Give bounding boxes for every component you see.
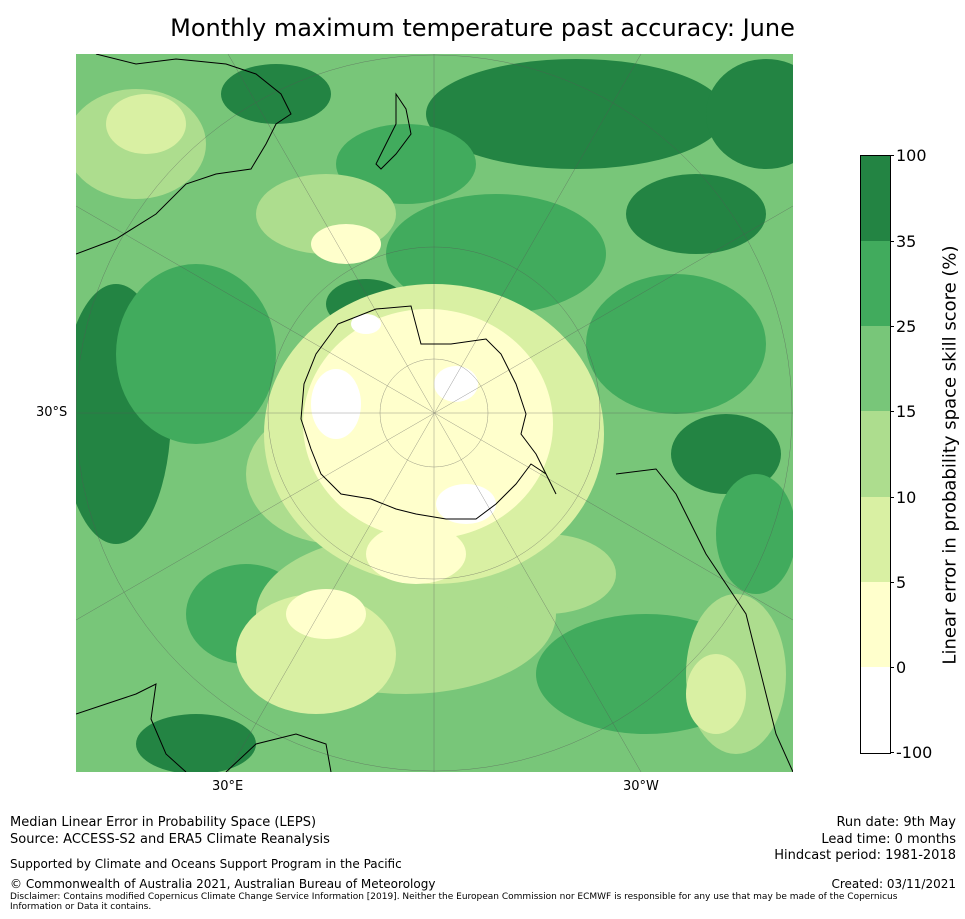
colorbar-title: Linear error in probability space skill …	[939, 245, 961, 665]
colorbar-tick-mark	[890, 155, 894, 156]
support-note: Supported by Climate and Oceans Support …	[10, 857, 402, 871]
colorbar-tick-label: 25	[896, 317, 917, 336]
colorbar-bin-25-35	[860, 241, 890, 326]
lead-time: Lead time: 0 months	[821, 832, 956, 847]
source-note: Source: ACCESS-S2 and ERA5 Climate Reana…	[10, 832, 330, 847]
colorbar-tick-label: 5	[896, 573, 907, 592]
polar-skill-map	[76, 54, 793, 772]
new-zealand-coast	[375, 92, 412, 170]
australia-coast	[76, 54, 292, 255]
chart-title: Monthly maximum temperature past accurac…	[170, 14, 795, 42]
method-note: Median Linear Error in Probability Space…	[10, 815, 317, 830]
graticule	[76, 54, 793, 772]
colorbar-bin-neg100-0	[860, 667, 890, 753]
coastlines	[76, 54, 793, 772]
lat-label-30s: 30°S	[36, 405, 68, 420]
high-skill-zones	[76, 59, 793, 772]
run-date: Run date: 9th May	[836, 815, 956, 830]
colorbar-tick-label: 100	[896, 146, 927, 165]
colorbar-tick-mark	[890, 582, 894, 583]
colorbar-tick-label: 10	[896, 488, 917, 507]
africa-east-coast	[225, 733, 332, 772]
colorbar-bin-0-5	[860, 582, 890, 667]
colorbar	[860, 155, 890, 753]
created-date: Created: 03/11/2021	[831, 877, 956, 891]
colorbar-tick-mark	[890, 752, 894, 753]
colorbar-bin-10-15	[860, 411, 890, 497]
colorbar-bin-15-25	[860, 326, 890, 411]
lon-label-30e: 30°E	[212, 779, 244, 794]
hindcast-period: Hindcast period: 1981-2018	[774, 848, 956, 863]
colorbar-tick-mark	[890, 241, 894, 242]
copyright-note: © Commonwealth of Australia 2021, Austra…	[10, 877, 436, 891]
colorbar-tick-mark	[890, 411, 894, 412]
south-america-coast	[615, 468, 793, 772]
colorbar-tick-label: -100	[896, 743, 933, 762]
colorbar-tick-label: 0	[896, 658, 907, 677]
colorbar-tick-mark	[890, 667, 894, 668]
antarctica-coast	[300, 305, 557, 520]
lon-label-30w: 30°W	[623, 779, 659, 794]
colorbar-bin-5-10	[860, 497, 890, 582]
disclaimer-note: Disclaimer: Contains modified Copernicus…	[10, 892, 898, 912]
africa-coast	[76, 683, 187, 772]
colorbar-tick-label: 15	[896, 402, 917, 421]
colorbar-bin-35-100	[860, 155, 890, 241]
colorbar-tick-mark	[890, 497, 894, 498]
colorbar-tick-label: 35	[896, 232, 917, 251]
colorbar-tick-mark	[890, 326, 894, 327]
